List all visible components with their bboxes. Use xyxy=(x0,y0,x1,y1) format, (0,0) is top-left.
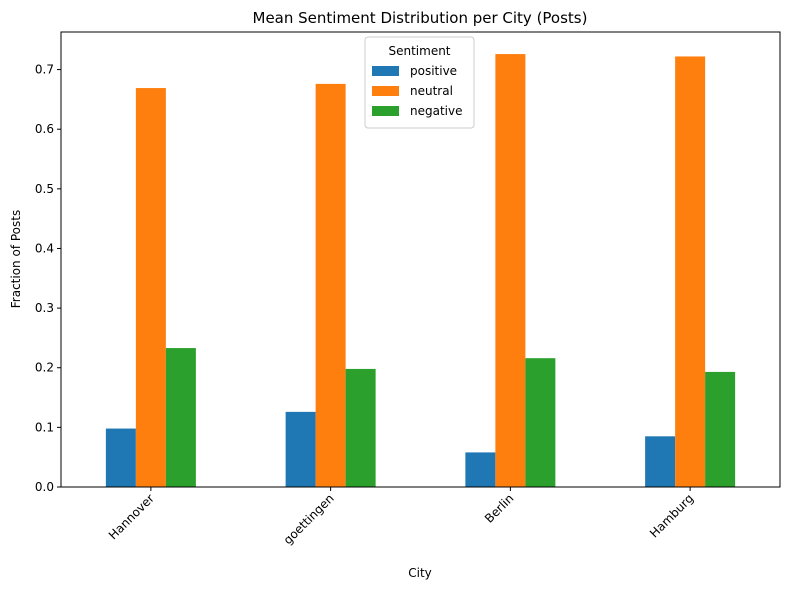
chart-title: Mean Sentiment Distribution per City (Po… xyxy=(253,9,588,27)
bar-negative-Hamburg xyxy=(705,371,736,487)
bar-negative-goettingen xyxy=(345,368,376,487)
legend-swatch-positive xyxy=(372,66,399,76)
axes-frame xyxy=(60,31,781,488)
y-tick-label: 0.5 xyxy=(35,182,54,196)
y-tick-label: 0.6 xyxy=(35,122,54,136)
bar-positive-Hamburg xyxy=(645,436,676,487)
y-tick-label: 0.0 xyxy=(35,480,54,494)
legend-swatch-negative xyxy=(372,106,399,116)
bar-neutral-Hannover xyxy=(135,88,166,487)
y-tick-label: 0.2 xyxy=(35,361,54,375)
y-tick-label: 0.1 xyxy=(35,420,54,434)
bar-negative-Berlin xyxy=(525,358,556,487)
legend-swatch-neutral xyxy=(372,86,399,96)
legend-label-positive: positive xyxy=(410,64,457,78)
bar-neutral-goettingen xyxy=(315,83,346,487)
bar-neutral-Hamburg xyxy=(675,56,706,487)
bar-positive-Hannover xyxy=(105,428,136,487)
bar-positive-Berlin xyxy=(465,452,496,487)
legend-title: Sentiment xyxy=(388,44,450,58)
legend: Sentiment positive neutral negative xyxy=(364,36,475,129)
y-tick-label: 0.7 xyxy=(35,63,54,77)
legend-label-negative: negative xyxy=(410,104,462,118)
legend-label-neutral: neutral xyxy=(410,84,453,98)
y-tick-label: 0.4 xyxy=(35,241,54,255)
bar-neutral-Berlin xyxy=(495,54,526,488)
legend-items: positive neutral negative xyxy=(372,64,462,118)
x-axis-label: City xyxy=(408,566,432,580)
y-tick-label: 0.3 xyxy=(35,301,54,315)
bar-positive-goettingen xyxy=(285,411,316,487)
legend-box xyxy=(364,36,475,129)
y-axis-label: Fraction of Posts xyxy=(9,210,23,308)
bar-negative-Hannover xyxy=(165,348,196,487)
